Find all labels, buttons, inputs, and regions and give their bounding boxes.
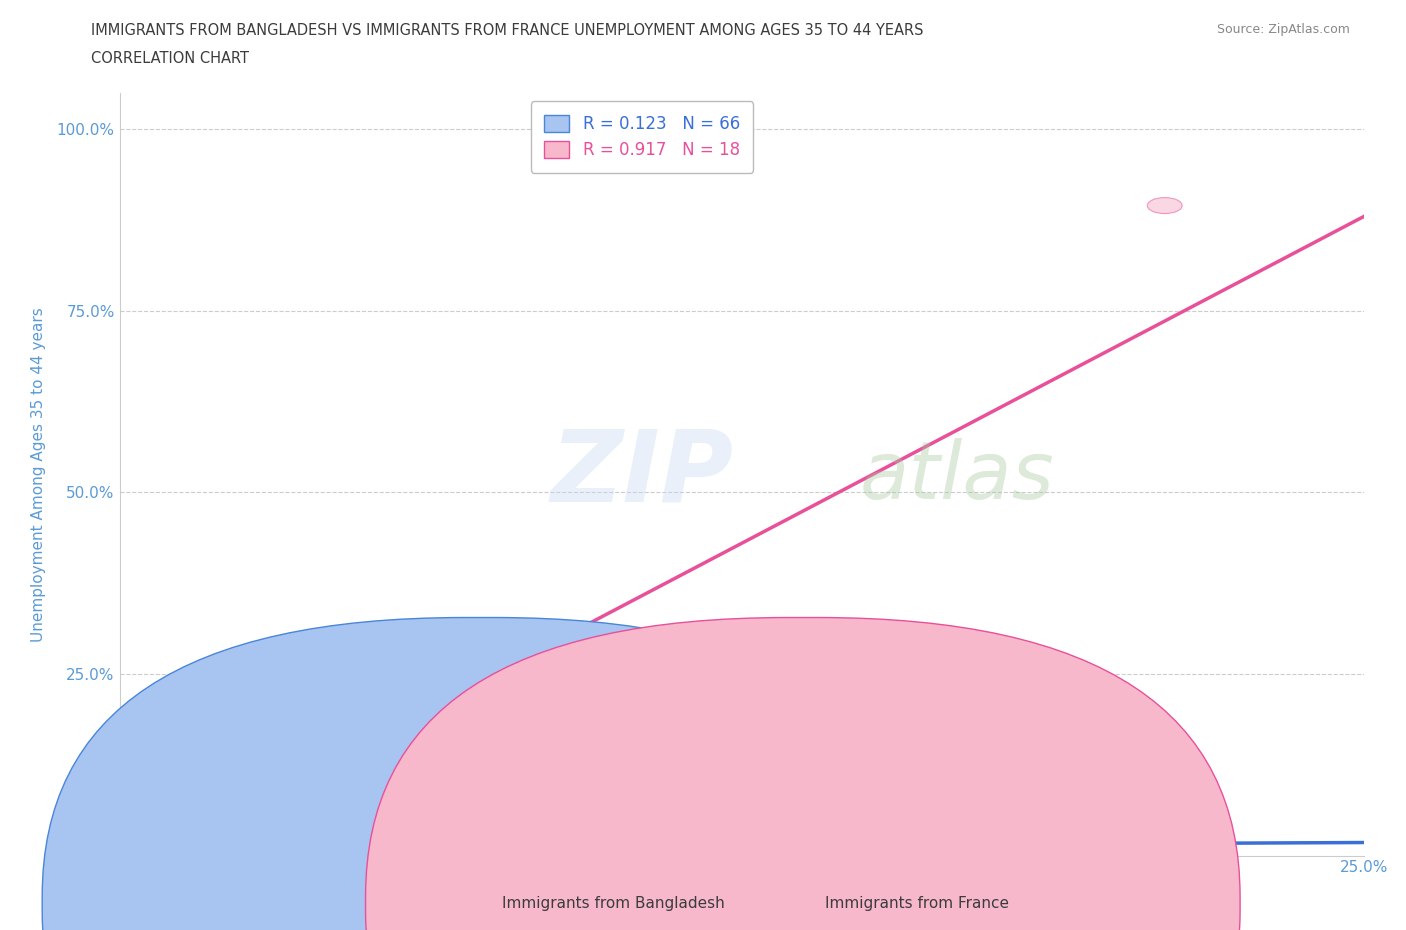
Ellipse shape [1192,804,1227,819]
Ellipse shape [238,824,273,840]
Ellipse shape [501,834,534,851]
Ellipse shape [761,846,794,862]
Ellipse shape [107,836,142,852]
Ellipse shape [1024,844,1059,859]
Ellipse shape [200,842,235,857]
Ellipse shape [115,844,150,860]
Ellipse shape [111,826,146,842]
Ellipse shape [931,843,966,858]
Text: Source: ZipAtlas.com: Source: ZipAtlas.com [1216,23,1350,36]
Ellipse shape [209,845,243,861]
Ellipse shape [441,844,475,859]
Ellipse shape [283,829,316,844]
Ellipse shape [233,839,269,855]
Y-axis label: Unemployment Among Ages 35 to 44 years: Unemployment Among Ages 35 to 44 years [31,307,45,642]
Ellipse shape [135,843,170,858]
Ellipse shape [117,840,152,856]
Ellipse shape [243,843,278,858]
Text: Immigrants from Bangladesh: Immigrants from Bangladesh [502,897,724,911]
Ellipse shape [155,846,190,862]
Ellipse shape [120,844,155,860]
Ellipse shape [129,846,165,862]
Ellipse shape [252,830,287,845]
Ellipse shape [1147,197,1182,214]
Ellipse shape [380,845,413,861]
Ellipse shape [1125,845,1160,861]
Legend: R = 0.123   N = 66, R = 0.917   N = 18: R = 0.123 N = 66, R = 0.917 N = 18 [531,101,754,173]
Text: CORRELATION CHART: CORRELATION CHART [91,51,249,66]
Ellipse shape [479,835,513,851]
Ellipse shape [238,817,273,832]
Ellipse shape [149,838,183,854]
Ellipse shape [689,823,724,839]
Ellipse shape [114,840,148,857]
Ellipse shape [329,826,364,842]
Ellipse shape [170,840,205,856]
Ellipse shape [714,846,749,862]
Ellipse shape [111,847,146,863]
Ellipse shape [125,826,159,842]
Ellipse shape [125,835,160,851]
Ellipse shape [124,786,159,802]
Text: atlas: atlas [860,438,1054,515]
Ellipse shape [201,845,236,862]
Ellipse shape [135,846,170,862]
Ellipse shape [242,839,277,856]
Ellipse shape [118,844,153,860]
Ellipse shape [127,829,160,844]
Ellipse shape [309,824,344,840]
Text: ZIP: ZIP [551,426,734,523]
Ellipse shape [226,844,262,859]
Ellipse shape [165,846,200,862]
Ellipse shape [143,847,179,863]
Ellipse shape [107,757,142,773]
Ellipse shape [107,841,142,857]
Ellipse shape [108,844,143,860]
Ellipse shape [159,831,194,847]
Text: Immigrants from France: Immigrants from France [825,897,1010,911]
Ellipse shape [146,846,181,863]
Ellipse shape [149,840,184,856]
Ellipse shape [986,831,1019,847]
Ellipse shape [589,840,624,856]
Ellipse shape [433,846,467,862]
Ellipse shape [319,846,353,862]
Ellipse shape [288,845,323,861]
Ellipse shape [1152,845,1187,861]
Ellipse shape [142,846,177,862]
Ellipse shape [142,830,177,846]
Ellipse shape [976,840,1011,856]
Ellipse shape [134,834,169,850]
Ellipse shape [152,826,187,842]
Ellipse shape [197,826,232,842]
Ellipse shape [866,838,901,854]
Ellipse shape [302,828,337,844]
Ellipse shape [136,842,172,857]
Ellipse shape [354,846,389,862]
Ellipse shape [298,846,332,862]
Ellipse shape [125,841,160,857]
Ellipse shape [555,838,591,854]
Ellipse shape [129,846,165,862]
Ellipse shape [150,845,184,861]
Ellipse shape [318,841,353,857]
Ellipse shape [225,793,260,809]
Ellipse shape [574,844,609,859]
Ellipse shape [274,843,309,858]
Ellipse shape [111,843,146,858]
Ellipse shape [314,842,349,857]
Ellipse shape [1180,840,1213,856]
Ellipse shape [159,775,193,790]
Ellipse shape [149,842,184,857]
Ellipse shape [209,826,243,842]
Text: IMMIGRANTS FROM BANGLADESH VS IMMIGRANTS FROM FRANCE UNEMPLOYMENT AMONG AGES 35 : IMMIGRANTS FROM BANGLADESH VS IMMIGRANTS… [91,23,924,38]
Ellipse shape [160,830,194,845]
Ellipse shape [134,833,169,850]
